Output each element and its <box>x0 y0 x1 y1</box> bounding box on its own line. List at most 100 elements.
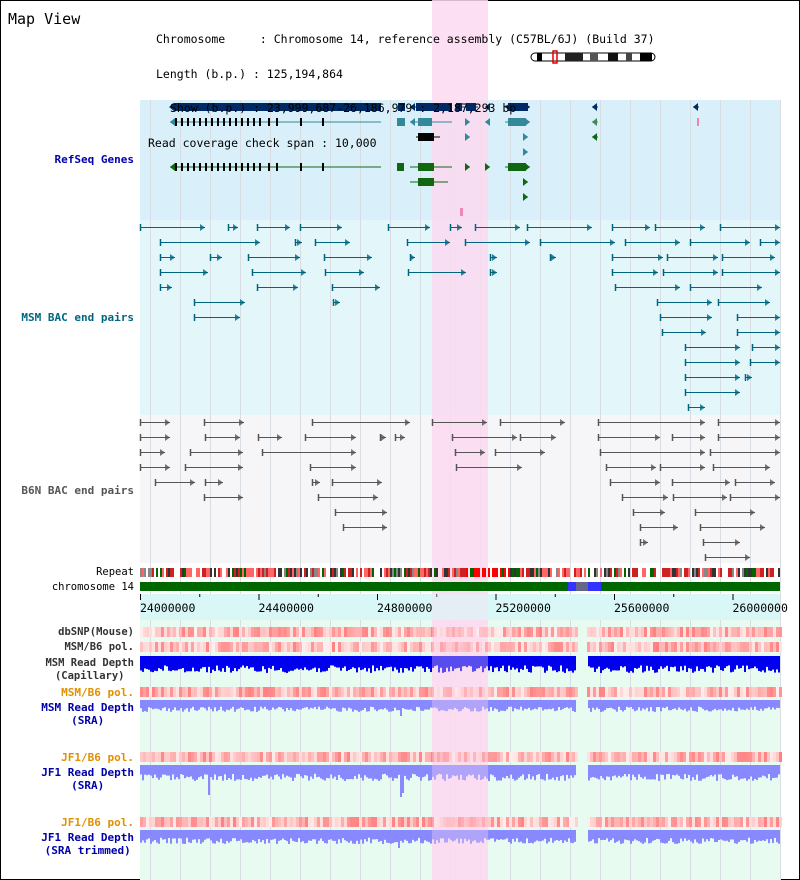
jf1-pol-cell <box>248 752 251 762</box>
repeat-element <box>350 568 352 577</box>
msm-pol-sra-cell <box>161 687 164 697</box>
msm-pol-cell <box>518 642 521 652</box>
msm-pol-cell <box>632 642 635 652</box>
jf1-sra-depth-bar <box>464 765 466 781</box>
repeat-element <box>534 568 536 577</box>
msm-pol-sra-cell <box>254 687 257 697</box>
dbsnp-cell <box>188 627 191 637</box>
msm-pol-sra-cell <box>668 687 671 697</box>
b6n-bac-pair-end <box>722 494 727 501</box>
repeat-element <box>482 568 484 577</box>
repeat-element <box>344 568 346 577</box>
jf1-pol-cell <box>461 752 464 762</box>
gene-exon <box>187 163 189 171</box>
msm-capillary-depth-bar <box>360 656 362 671</box>
jf1-pol-cell <box>761 752 764 762</box>
jf1-pol-cell <box>689 752 692 762</box>
dbsnp-cell <box>446 627 449 637</box>
jf1-pol-trimmed-cell <box>176 817 179 827</box>
msm-capillary-depth-bar <box>698 656 700 671</box>
jf1-pol-cell <box>641 752 644 762</box>
msm-pol-cell <box>371 642 374 652</box>
msm-sra-depth-bar <box>432 700 434 708</box>
jf1-pol-cell <box>536 752 539 762</box>
msm-pol-cell <box>653 642 656 652</box>
msm-sra-depth-bar <box>682 700 684 711</box>
msm-sra-depth-bar <box>148 700 150 708</box>
msm-sra-depth-bar <box>310 700 312 708</box>
msm-sra-depth-bar <box>742 700 744 710</box>
dbsnp-cell <box>707 627 710 637</box>
jf1-pol-trimmed-cell <box>257 817 260 827</box>
jf1-pol-cell <box>305 752 308 762</box>
msm-pol-cell <box>260 642 263 652</box>
msm-pol-cell <box>404 642 407 652</box>
jf1-trimmed-depth-bar <box>664 830 666 844</box>
msm-capillary-depth-bar <box>204 656 206 668</box>
jf1-pol-trimmed-cell <box>194 817 197 827</box>
gene-arrow <box>465 133 470 141</box>
jf1-trimmed-depth-bar <box>526 830 528 839</box>
jf1-trimmed-depth-bar <box>142 830 144 841</box>
jf1-trimmed-depth-bar <box>292 830 294 841</box>
jf1-pol-trimmed-cell <box>260 817 263 827</box>
msm-pol-sra-cell <box>716 687 719 697</box>
msm-capillary-depth-bar <box>494 656 496 668</box>
msm-pol-cell <box>686 642 689 652</box>
msm-pol-cell <box>257 642 260 652</box>
repeat-element <box>348 568 350 577</box>
msm-pol-cell <box>779 642 782 652</box>
jf1-sra-depth-bar <box>176 765 178 778</box>
jf1-sra-depth-bar <box>718 765 720 775</box>
msm-sra-depth-bar <box>574 700 576 712</box>
jf1-pol-trimmed-cell <box>179 817 182 827</box>
jf1-pol-trimmed-cell <box>401 817 404 827</box>
b6n-bac-pair-end <box>235 434 240 441</box>
msm-capillary-depth-bar <box>492 656 494 673</box>
msm-pol-cell <box>647 642 650 652</box>
jf1-pol-trimmed-cell <box>596 817 599 827</box>
msm-capillary-depth-bar <box>144 656 146 669</box>
jf1-pol-trimmed-cell <box>332 817 335 827</box>
jf1-pol-cell <box>155 752 158 762</box>
msm-capillary-depth-bar <box>574 656 576 671</box>
refseq-track-label[interactable]: RefSeq Genes <box>54 153 134 166</box>
repeat-element <box>336 568 338 577</box>
msm-bac-pair-end <box>445 239 450 246</box>
msm-capillary-depth-bar <box>678 656 680 672</box>
msm-pol-sra-cell <box>569 687 572 697</box>
dbsnp-cell <box>311 627 314 637</box>
msm-pol-cell <box>215 642 218 652</box>
jf1-sra-depth-bar <box>430 765 432 781</box>
jf1-trimmed-depth-bar <box>524 830 526 844</box>
msm-sra-depth-bar <box>282 700 284 710</box>
jf1-pol-cell <box>518 752 521 762</box>
jf1-sra-depth-bar <box>648 765 650 780</box>
msm-bac-pair-end <box>335 299 340 306</box>
msm-sra-depth-bar <box>164 700 166 708</box>
msm-bac-track-label[interactable]: MSM BAC end pairs <box>21 311 134 324</box>
gene-exon <box>253 163 255 171</box>
jf1-pol-cell <box>323 752 326 762</box>
msm-sra-depth-bar <box>514 700 516 709</box>
dbsnp-cell <box>656 627 659 637</box>
msm-sra-depth-bar <box>702 700 704 709</box>
jf1-sra-depth-bar <box>212 765 214 780</box>
msm-capillary-depth-bar <box>714 656 716 668</box>
msm-pol-cell <box>701 642 704 652</box>
b6n-bac-track-label[interactable]: B6N BAC end pairs <box>21 484 134 497</box>
jf1-trimmed-depth-bar <box>238 830 240 841</box>
msm-sra-depth-bar <box>624 700 626 710</box>
repeat-element <box>704 568 706 577</box>
msm-capillary-depth-bar <box>650 656 652 667</box>
msm-pol-cell <box>743 642 746 652</box>
dbsnp-cell <box>686 627 689 637</box>
msm-bac-pair-end <box>775 269 780 276</box>
msm-pol-sra-cell <box>296 687 299 697</box>
b6n-bac-pair-end <box>775 419 780 426</box>
msm-sra-depth-bar <box>324 700 326 709</box>
jf1-pol-trimmed-cell <box>158 817 161 827</box>
repeat-element <box>670 568 672 577</box>
msm-capillary-depth-bar <box>760 656 762 672</box>
msm-capillary-depth-bar <box>310 656 312 670</box>
